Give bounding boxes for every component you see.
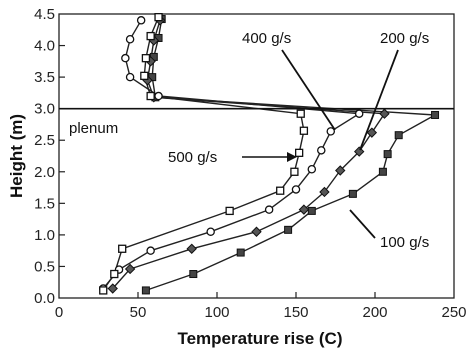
y-tick-label: 0.0 <box>34 290 55 307</box>
data-point-400-g-s <box>291 185 301 194</box>
data-point-500-g-s <box>276 186 285 195</box>
axis-ticks: 0 50 100 150 200 250 0.0 0.5 1.0 1.5 2.0 2.5 3.0 3.5 4… <box>34 6 466 321</box>
y-tick-label: 2.5 <box>34 132 55 149</box>
data-point-200-g-s <box>319 186 330 198</box>
data-point-400-g-s <box>326 127 336 136</box>
data-point-100-g-s <box>394 131 403 140</box>
data-point-100-g-s <box>141 286 150 295</box>
y-tick-label: 4.0 <box>34 38 55 55</box>
annotation-plenum: plenum <box>69 120 118 137</box>
data-point-200-g-s <box>251 226 262 237</box>
data-point-400-g-s <box>264 205 274 214</box>
x-tick-label: 0 <box>55 304 63 321</box>
data-point-500-g-s <box>154 13 163 22</box>
annotation-400gs: 400 g/s <box>242 30 291 47</box>
x-tick-label: 50 <box>130 304 147 321</box>
x-tick-label: 150 <box>283 304 308 321</box>
annotation-100gs: 100 g/s <box>380 234 429 251</box>
data-point-400-g-s <box>121 53 130 63</box>
data-point-500-g-s <box>146 31 155 41</box>
series-markers <box>98 13 440 295</box>
data-point-400-g-s <box>125 34 135 44</box>
x-tick-label: 100 <box>204 304 229 321</box>
data-point-200-g-s <box>298 204 310 215</box>
data-point-400-g-s <box>317 146 326 155</box>
y-tick-label: 4.5 <box>34 6 55 23</box>
data-point-200-g-s <box>335 165 346 176</box>
data-point-500-g-s <box>290 167 299 176</box>
y-tick-label: 2.0 <box>34 164 55 181</box>
leader-100gs <box>349 209 376 239</box>
data-point-500-g-s <box>140 71 149 80</box>
y-tick-label: 1.5 <box>34 195 55 212</box>
data-point-500-g-s <box>141 54 151 63</box>
data-point-400-g-s <box>154 91 163 101</box>
x-tick-label: 200 <box>362 304 387 321</box>
data-point-400-g-s <box>146 246 155 255</box>
data-point-500-g-s <box>110 269 119 279</box>
data-point-400-g-s <box>206 227 215 236</box>
data-point-100-g-s <box>383 150 392 159</box>
data-point-500-g-s <box>99 286 108 295</box>
data-point-500-g-s <box>296 109 305 118</box>
x-axis-title: Temperature rise (C) <box>177 329 342 348</box>
leader-200gs <box>359 49 399 151</box>
annotation-500gs: 500 g/s <box>168 149 217 166</box>
data-point-500-g-s <box>225 206 234 216</box>
data-point-200-g-s <box>124 263 136 275</box>
data-point-400-g-s <box>307 165 317 174</box>
data-point-100-g-s <box>284 225 293 234</box>
annotation-200gs: 200 g/s <box>380 30 429 47</box>
data-point-500-g-s <box>299 126 309 135</box>
data-point-100-g-s <box>348 189 357 198</box>
y-tick-label: 3.5 <box>34 69 55 86</box>
plot-frame <box>58 13 455 299</box>
data-point-500-g-s <box>118 244 127 253</box>
x-tick-label: 250 <box>441 304 466 321</box>
data-point-100-g-s <box>307 206 316 215</box>
data-point-400-g-s <box>136 16 146 25</box>
leader-400gs <box>281 49 336 131</box>
y-tick-label: 1.0 <box>34 227 55 244</box>
data-point-500-g-s <box>295 148 304 157</box>
data-point-400-g-s <box>354 109 364 118</box>
data-point-100-g-s <box>378 167 387 176</box>
data-point-200-g-s <box>353 146 365 157</box>
data-point-500-g-s <box>146 91 155 101</box>
data-point-100-g-s <box>189 270 198 279</box>
data-point-200-g-s <box>366 127 378 138</box>
y-tick-label: 0.5 <box>34 258 55 275</box>
data-point-200-g-s <box>107 283 118 294</box>
leader-500gs-arrowhead <box>287 152 297 162</box>
data-point-100-g-s <box>236 248 245 257</box>
y-tick-label: 3.0 <box>34 101 55 118</box>
data-point-200-g-s <box>186 243 197 254</box>
data-point-400-g-s <box>125 72 135 82</box>
data-point-100-g-s <box>431 110 440 119</box>
data-point-200-g-s <box>379 108 390 119</box>
y-axis-title: Height (m) <box>7 114 26 198</box>
